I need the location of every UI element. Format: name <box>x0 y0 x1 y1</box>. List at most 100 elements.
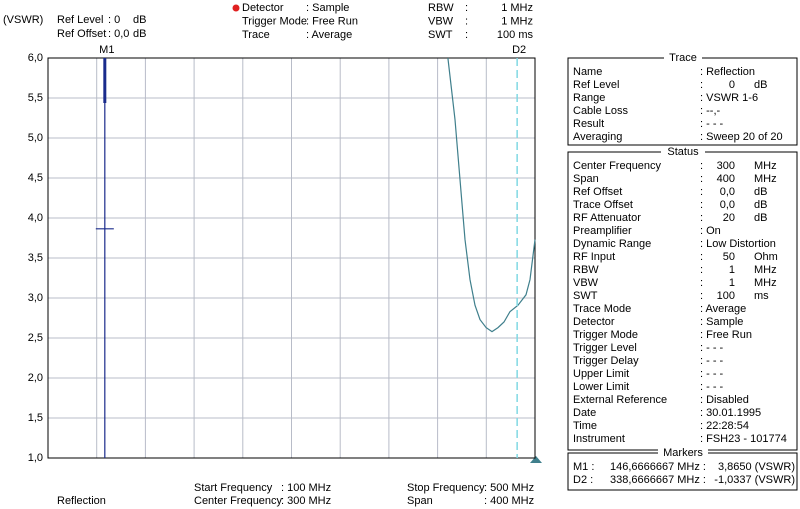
detector-indicator <box>232 4 240 12</box>
field-value: : Disabled <box>700 394 749 406</box>
sweep-indicator <box>530 456 542 463</box>
field-label: Result <box>573 118 604 130</box>
field-value: : <box>700 277 703 289</box>
field-label: Ref Offset <box>573 186 622 198</box>
field-number: 100 <box>717 290 735 302</box>
y-tick-label: 2,5 <box>28 332 43 344</box>
panel-title-bg <box>664 53 702 63</box>
field-value: : Free Run <box>700 329 752 341</box>
field-label: RBW <box>573 264 599 276</box>
field-label: Trace Offset <box>573 199 633 211</box>
field-label: Trigger Mode <box>573 329 638 341</box>
header-label: Ref Offset <box>57 28 106 40</box>
field-number: 0,0 <box>720 186 735 198</box>
panel-title-bg <box>658 448 708 458</box>
field-number: 0,0 <box>720 199 735 211</box>
field-label: SWT <box>573 290 598 302</box>
header-label: RBW <box>428 2 454 14</box>
field-value: : <box>700 212 703 224</box>
center-label: Center Frequency <box>194 495 283 507</box>
field-label: Upper Limit <box>573 368 629 380</box>
field-number: 20 <box>723 212 735 224</box>
field-unit: MHz <box>754 264 777 276</box>
field-label: RF Input <box>573 251 615 263</box>
field-value: : --,- <box>700 105 720 117</box>
field-number: 50 <box>723 251 735 263</box>
marker-frequency: 338,6666667 MHz : <box>610 474 706 486</box>
y-tick-label: 1,5 <box>28 412 43 424</box>
field-value: : Sample <box>700 316 743 328</box>
field-unit: MHz <box>754 173 777 185</box>
field-value: : 30.01.1995 <box>700 407 761 419</box>
field-label: External Reference <box>573 394 667 406</box>
field-number: 300 <box>717 160 735 172</box>
field-number: 400 <box>717 173 735 185</box>
header-value: : 0,0 <box>108 28 129 40</box>
header-label: VBW <box>428 15 454 27</box>
y-tick-label: 3,0 <box>28 292 43 304</box>
trace-name: Reflection <box>57 495 106 507</box>
stop-label: Stop Frequency <box>407 482 485 494</box>
unit-label: (VSWR) <box>3 14 43 26</box>
field-label: Dynamic Range <box>573 238 651 250</box>
field-value: : <box>700 160 703 172</box>
field-label: Span <box>573 173 599 185</box>
field-label: Name <box>573 66 602 78</box>
field-value: : Low Distortion <box>700 238 776 250</box>
field-label: Center Frequency <box>573 160 662 172</box>
span-value: : 400 MHz <box>484 495 534 507</box>
field-unit: MHz <box>754 277 777 289</box>
field-value: : <box>700 199 703 211</box>
field-value: : On <box>700 225 721 237</box>
field-value: : Sweep 20 of 20 <box>700 131 783 143</box>
header-unit: dB <box>133 14 146 26</box>
header-value: : Sample <box>306 2 349 14</box>
field-value: : - - - <box>700 381 724 393</box>
field-unit: dB <box>754 212 767 224</box>
y-tick-label: 1,0 <box>28 452 43 464</box>
field-value: : - - - <box>700 355 724 367</box>
center-value: : 300 MHz <box>281 495 331 507</box>
field-label: Time <box>573 420 597 432</box>
field-label: Preamplifier <box>573 225 632 237</box>
field-label: Range <box>573 92 605 104</box>
header-unit: dB <box>133 28 146 40</box>
field-value: : <box>700 264 703 276</box>
field-value: : Average <box>700 303 746 315</box>
field-unit: MHz <box>754 160 777 172</box>
y-tick-label: 4,0 <box>28 212 43 224</box>
field-label: Trace Mode <box>573 303 631 315</box>
field-unit: ms <box>754 290 769 302</box>
header-label: Trace <box>242 29 270 41</box>
field-value: : <box>700 186 703 198</box>
field-label: RF Attenuator <box>573 212 641 224</box>
field-label: Averaging <box>573 131 622 143</box>
header-label: Trigger Mode <box>242 15 307 27</box>
y-tick-label: 5,5 <box>28 92 43 104</box>
panel-title-bg <box>661 147 705 157</box>
header-value: : <box>465 15 468 27</box>
start-value: : 100 MHz <box>281 482 331 494</box>
field-unit: dB <box>754 186 767 198</box>
marker-name: D2 : <box>573 474 593 486</box>
field-number: 0 <box>729 79 735 91</box>
header-label: Ref Level <box>57 14 103 26</box>
marker-frequency: 146,6666667 MHz : <box>610 461 706 473</box>
y-tick-label: 6,0 <box>28 52 43 64</box>
field-value: : - - - <box>700 342 724 354</box>
field-unit: dB <box>754 199 767 211</box>
field-value: : <box>700 79 703 91</box>
field-label: Trigger Level <box>573 342 637 354</box>
field-unit: Ohm <box>754 251 778 263</box>
field-value: : - - - <box>700 368 724 380</box>
field-number: 1 <box>729 264 735 276</box>
header-value: : 0 <box>108 14 120 26</box>
marker-label: M1 <box>99 44 114 56</box>
field-label: Cable Loss <box>573 105 629 117</box>
field-unit: dB <box>754 79 767 91</box>
header-value: : Free Run <box>306 15 358 27</box>
y-tick-label: 5,0 <box>28 132 43 144</box>
delta-marker-label: D2 <box>512 44 526 56</box>
